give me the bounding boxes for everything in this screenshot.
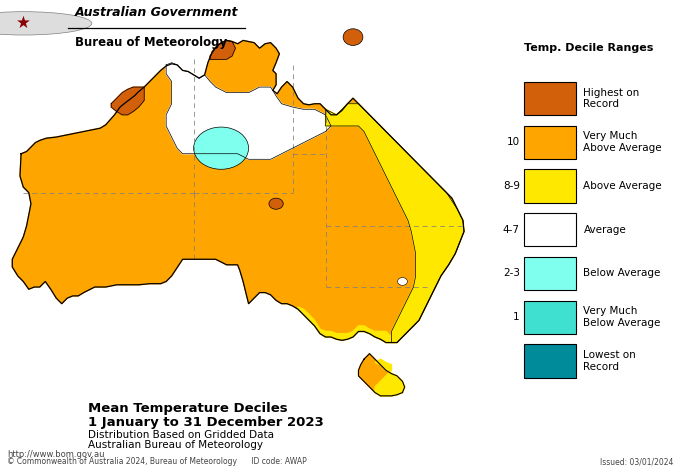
Polygon shape: [12, 41, 464, 343]
Polygon shape: [210, 41, 235, 59]
Polygon shape: [375, 359, 405, 396]
Ellipse shape: [398, 277, 407, 285]
Text: Bureau of Meteorology: Bureau of Meteorology: [75, 35, 227, 49]
Circle shape: [0, 12, 92, 35]
Text: © Commonwealth of Australia 2024, Bureau of Meteorology      ID code: AWAP: © Commonwealth of Australia 2024, Bureau…: [7, 457, 307, 466]
Bar: [524, 345, 576, 378]
Ellipse shape: [269, 198, 283, 209]
Polygon shape: [166, 63, 331, 159]
Text: 1: 1: [513, 312, 520, 322]
Text: Below Average: Below Average: [583, 269, 661, 278]
Text: Australian Bureau of Meteorology: Australian Bureau of Meteorology: [88, 440, 263, 450]
Bar: [524, 257, 576, 290]
Text: Temp. Decile Ranges: Temp. Decile Ranges: [524, 43, 653, 53]
Polygon shape: [358, 354, 405, 396]
Text: Above Average: Above Average: [583, 181, 662, 191]
Bar: [524, 213, 576, 247]
Text: ★: ★: [16, 14, 31, 32]
Text: Australian Government: Australian Government: [75, 7, 238, 19]
Bar: [524, 126, 576, 159]
Bar: [524, 82, 576, 115]
Text: http://www.bom.gov.au: http://www.bom.gov.au: [7, 450, 104, 459]
Text: Very Much
Below Average: Very Much Below Average: [583, 306, 661, 328]
Text: Average: Average: [583, 225, 626, 235]
Polygon shape: [298, 307, 392, 343]
Text: Distribution Based on Gridded Data: Distribution Based on Gridded Data: [88, 430, 275, 440]
Text: Highest on
Record: Highest on Record: [583, 87, 640, 109]
Text: 8-9: 8-9: [503, 181, 520, 191]
Text: 10: 10: [507, 137, 520, 147]
Text: Issued: 03/01/2024: Issued: 03/01/2024: [600, 457, 673, 466]
Text: 2-3: 2-3: [503, 269, 520, 278]
Text: Lowest on
Record: Lowest on Record: [583, 350, 636, 372]
Text: Very Much
Above Average: Very Much Above Average: [583, 131, 662, 153]
Polygon shape: [326, 104, 464, 343]
Ellipse shape: [343, 29, 363, 45]
Bar: [524, 170, 576, 203]
Text: 4-7: 4-7: [503, 225, 520, 235]
Polygon shape: [112, 87, 144, 115]
Text: Mean Temperature Deciles: Mean Temperature Deciles: [88, 402, 288, 415]
Text: 1 January to 31 December 2023: 1 January to 31 December 2023: [88, 416, 324, 429]
Ellipse shape: [194, 127, 249, 169]
Bar: [524, 301, 576, 334]
